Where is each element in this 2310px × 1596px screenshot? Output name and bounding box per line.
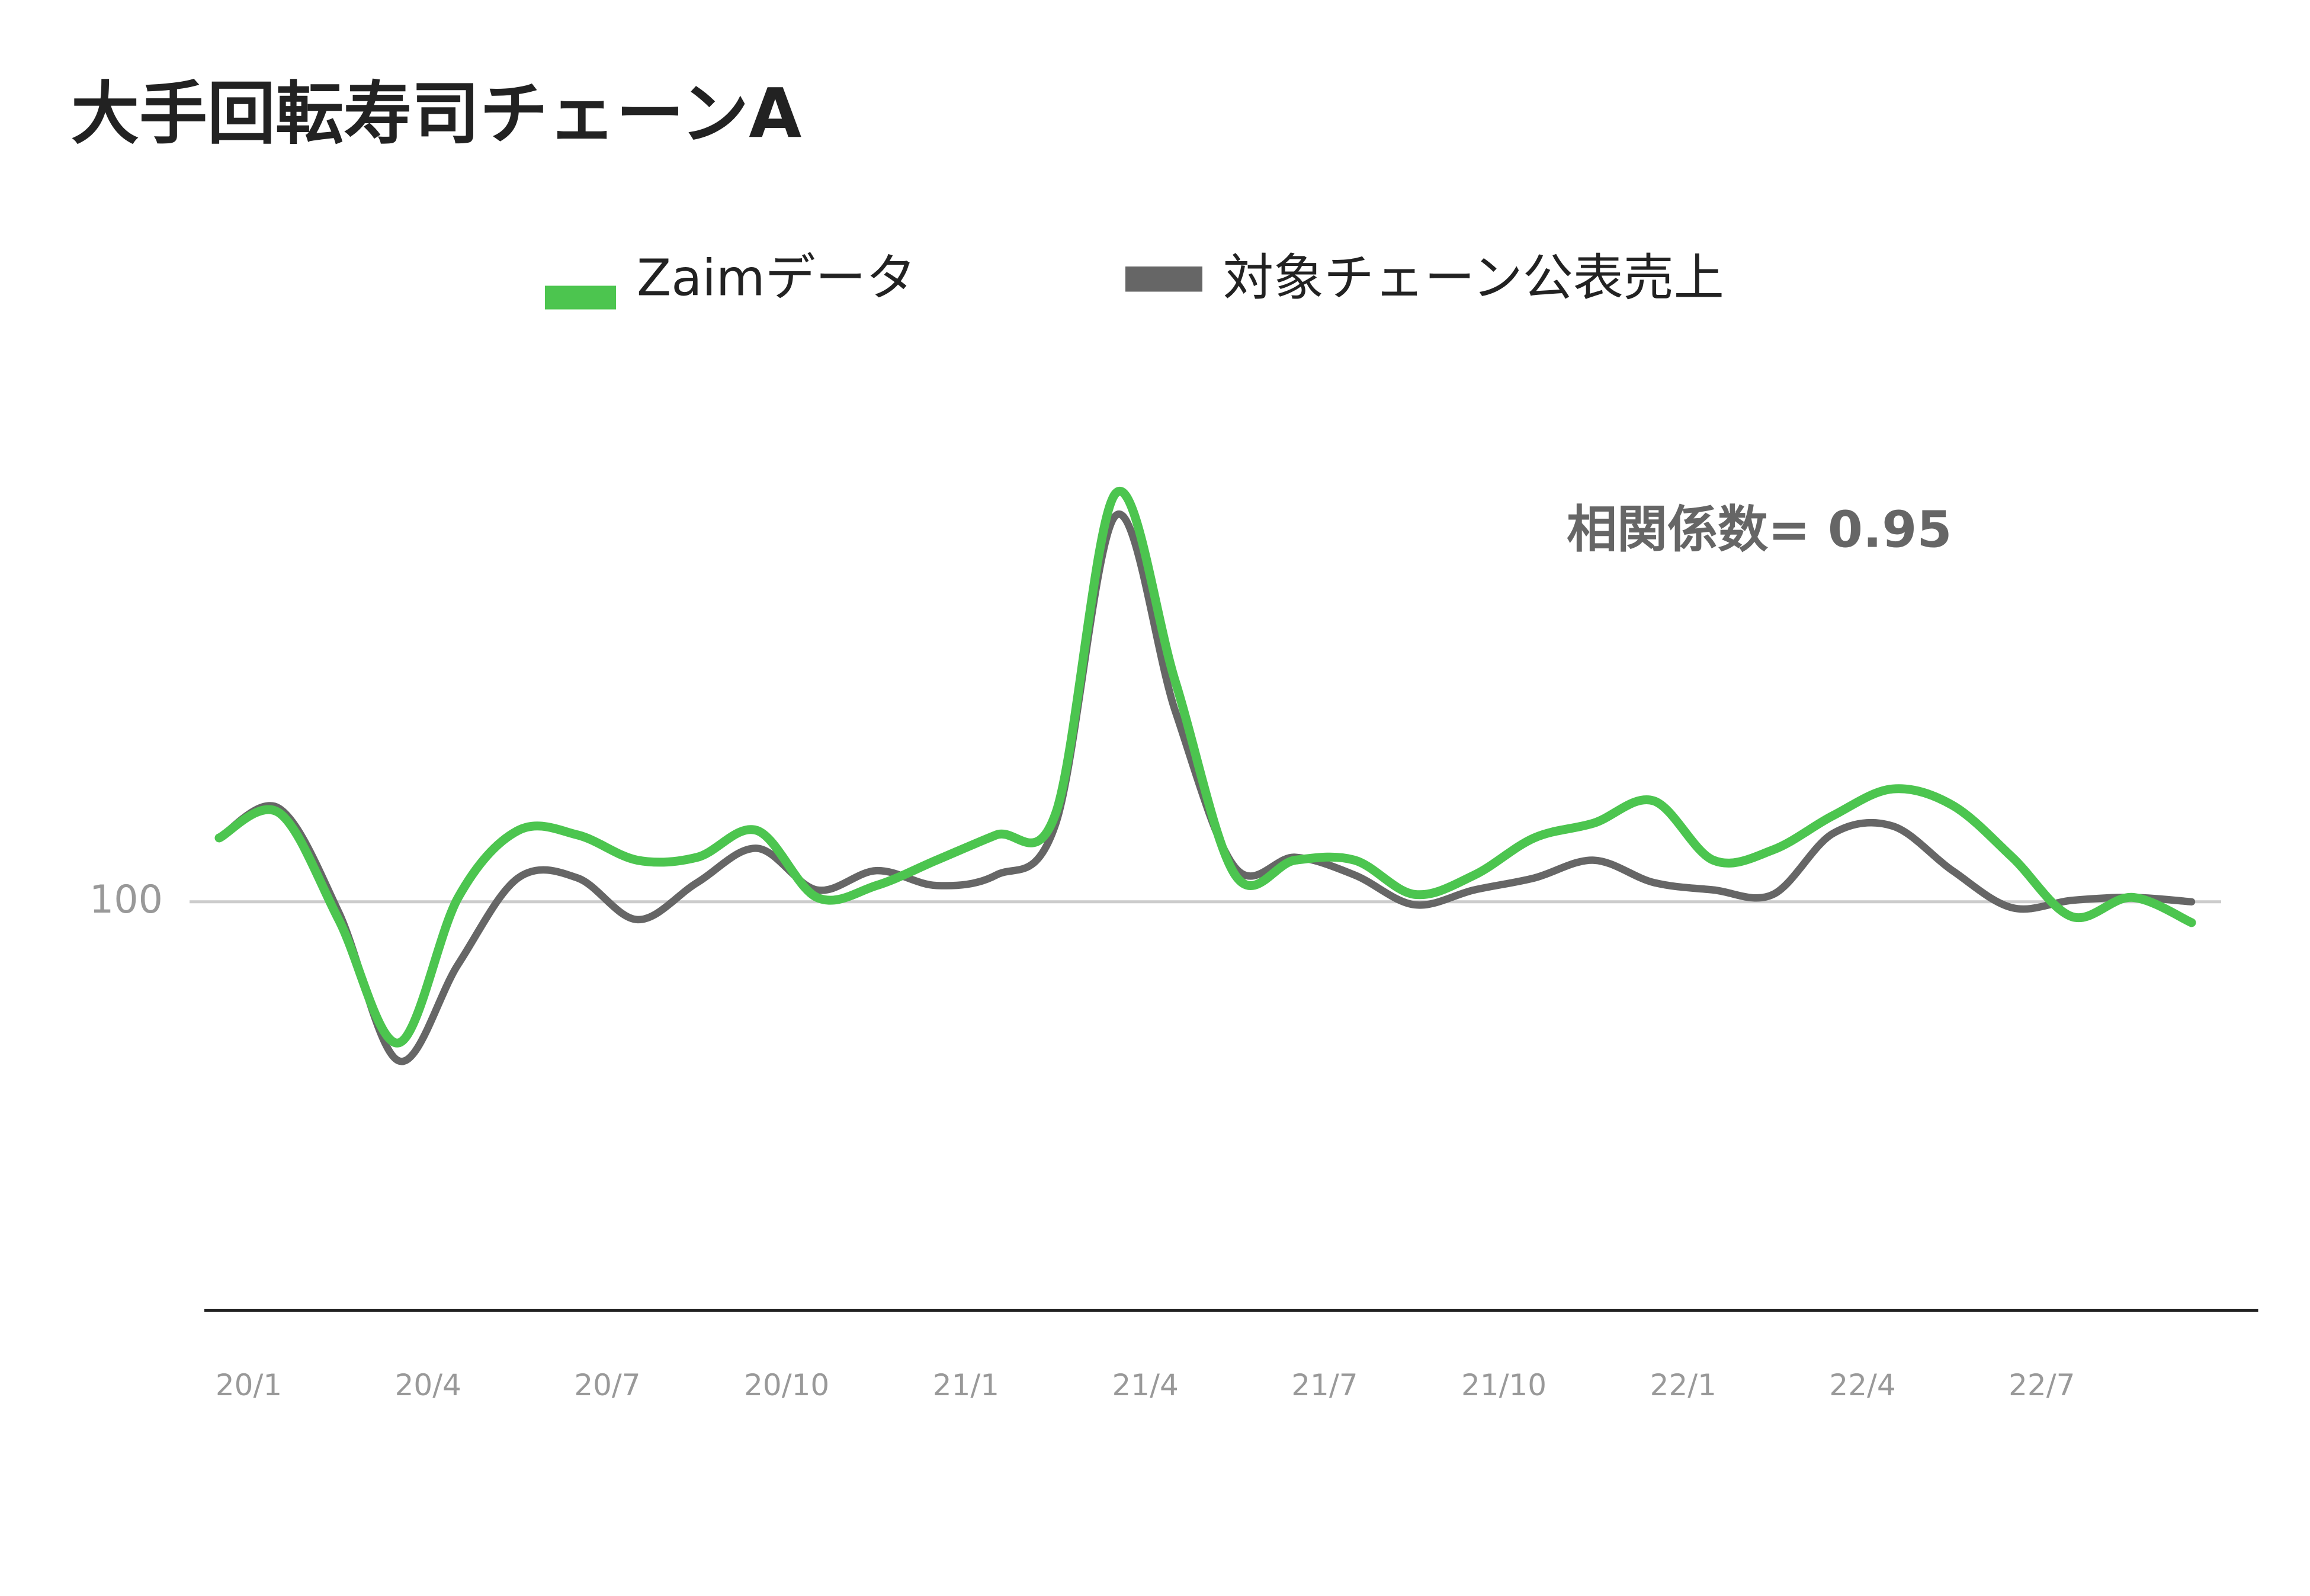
line-series <box>214 487 2196 1048</box>
x-tick-label: 20/1 <box>216 1368 282 1402</box>
y-tick-label: 100 <box>89 878 163 922</box>
legend-swatch <box>545 285 616 310</box>
x-tick-label: 21/7 <box>1291 1368 1358 1402</box>
x-tick-label: 20/10 <box>744 1368 829 1402</box>
legend-label: 対象チェーン公表売上 <box>1223 249 1724 307</box>
x-tick-label: 21/10 <box>1461 1368 1547 1402</box>
x-tick-label: 22/7 <box>2009 1368 2075 1402</box>
x-tick-label: 22/1 <box>1650 1368 1717 1402</box>
line-series <box>215 510 2196 1065</box>
x-tick-label: 20/4 <box>395 1368 461 1402</box>
legend-label: Zaimデータ <box>637 249 916 307</box>
annotation: 相関係数= 0.95 <box>1567 500 1952 559</box>
x-tick-label: 21/1 <box>933 1368 999 1402</box>
x-tick-label: 22/4 <box>1829 1368 1895 1402</box>
legend-swatch <box>1125 266 1202 292</box>
chart-title: 大手回転寿司チェーンA <box>71 75 801 154</box>
x-tick-label: 21/4 <box>1112 1368 1178 1402</box>
x-tick-label: 20/7 <box>574 1368 640 1402</box>
